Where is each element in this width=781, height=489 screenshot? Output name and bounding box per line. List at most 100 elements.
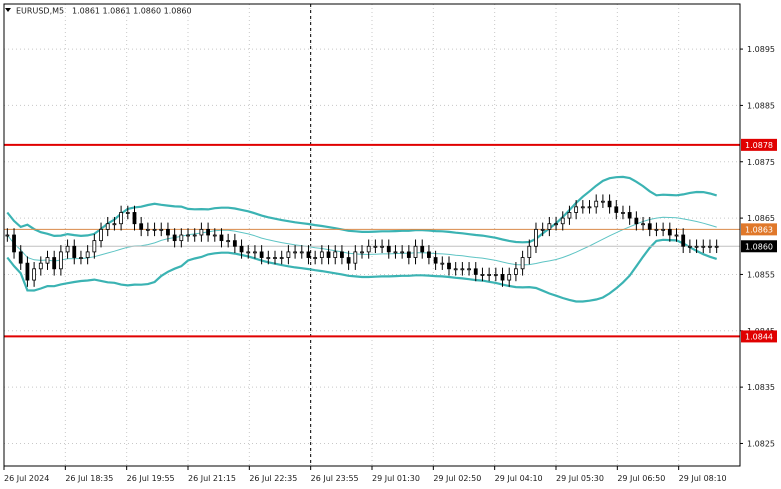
- candle-body: [192, 234, 197, 237]
- candle: [186, 228, 190, 242]
- x-tick-label: 29 Jul 05:30: [556, 474, 604, 483]
- candle-body: [714, 245, 719, 248]
- candle: [600, 194, 605, 208]
- candle: [607, 194, 612, 214]
- candle-body: [145, 228, 150, 231]
- horizontal-levels[interactable]: [4, 143, 740, 338]
- candle: [279, 250, 284, 265]
- candle-body: [18, 251, 23, 264]
- candle-body: [179, 234, 184, 242]
- candle: [540, 222, 545, 237]
- symbol-label: EURUSD,M5: [16, 7, 64, 16]
- candle: [473, 262, 478, 282]
- candle: [366, 239, 371, 259]
- y-tick-label: 1.0895: [747, 45, 775, 54]
- candle-body: [58, 251, 63, 270]
- candle: [594, 194, 599, 214]
- candle: [360, 245, 364, 259]
- x-tick-label: 29 Jul 08:10: [679, 474, 727, 483]
- candle-body: [38, 262, 43, 270]
- candle-body: [32, 268, 37, 281]
- candle: [527, 239, 532, 265]
- candle-body: [132, 212, 137, 225]
- candle-body: [500, 274, 505, 281]
- candle: [447, 256, 451, 276]
- candle-body: [614, 206, 619, 213]
- candle: [380, 239, 384, 254]
- candle-body: [266, 257, 271, 259]
- candle-body: [480, 274, 485, 276]
- x-tick-label: 29 Jul 04:10: [495, 474, 543, 483]
- candle: [92, 233, 97, 259]
- candle: [286, 245, 291, 265]
- candle: [112, 216, 117, 231]
- candle: [641, 216, 645, 231]
- candle: [420, 239, 425, 259]
- candle-body: [621, 212, 625, 214]
- candle: [500, 267, 505, 287]
- price-marker-label-bg: [741, 223, 777, 236]
- support-level-label: 1.0844: [745, 332, 773, 341]
- candle-body: [299, 251, 304, 254]
- candle-body: [333, 251, 338, 258]
- candle-body: [380, 245, 384, 248]
- candle-body: [199, 228, 204, 236]
- candle: [554, 216, 558, 231]
- candle: [199, 222, 204, 242]
- lower-band: [6, 238, 718, 303]
- candle-body: [560, 217, 565, 225]
- candle-body: [708, 245, 712, 248]
- candle: [460, 262, 465, 276]
- resistance-level-label-bg: [741, 138, 777, 151]
- y-tick-label: 1.0855: [747, 270, 775, 279]
- ohlc-readout: 1.0861 1.0861 1.0860 1.0860: [72, 7, 192, 16]
- candle: [139, 216, 144, 237]
- candle-body: [661, 228, 666, 231]
- candle-body: [627, 212, 632, 219]
- candle-body: [273, 257, 277, 259]
- candle-body: [420, 245, 425, 253]
- chart-header: EURUSD,M5 1.0861 1.0861 1.0860 1.0860: [5, 7, 192, 16]
- candle: [714, 239, 719, 254]
- candle: [159, 222, 164, 237]
- candle-body: [112, 223, 117, 226]
- candle-body: [607, 200, 612, 208]
- triangle-down-icon[interactable]: [5, 8, 11, 12]
- y-tick-label: 1.0825: [747, 439, 775, 448]
- candle-body: [641, 223, 645, 226]
- candle-body: [360, 251, 364, 254]
- candle-body: [487, 274, 492, 276]
- y-tick-label: 1.0875: [747, 158, 775, 167]
- candle-body: [152, 228, 157, 231]
- candle-body: [65, 245, 70, 253]
- candle: [587, 200, 592, 214]
- candle-body: [514, 268, 518, 275]
- candle-body: [52, 257, 57, 270]
- candle-body: [687, 245, 692, 248]
- candle-body: [259, 251, 264, 258]
- candle: [373, 239, 378, 254]
- candle: [105, 216, 110, 237]
- candle-body: [219, 234, 224, 242]
- candle: [687, 239, 692, 254]
- candle: [413, 239, 418, 265]
- support-level-label-bg: [741, 330, 777, 343]
- candle-body: [647, 223, 652, 230]
- candle-body: [413, 245, 418, 258]
- candle-body: [433, 257, 438, 264]
- x-tick-label: 26 Jul 23:55: [311, 474, 359, 483]
- candle: [306, 245, 311, 265]
- candle: [212, 228, 217, 242]
- candle: [5, 228, 10, 242]
- candle-body: [406, 251, 411, 258]
- chart-frame: [3, 3, 741, 467]
- candle-body: [326, 251, 331, 258]
- candle-body: [186, 234, 190, 237]
- candle-body: [654, 228, 659, 231]
- price-labels: 1.0878 1.0844 1.0863 1.0860: [741, 138, 777, 343]
- candle: [319, 245, 324, 265]
- candle-body: [440, 262, 445, 265]
- candle: [560, 211, 565, 231]
